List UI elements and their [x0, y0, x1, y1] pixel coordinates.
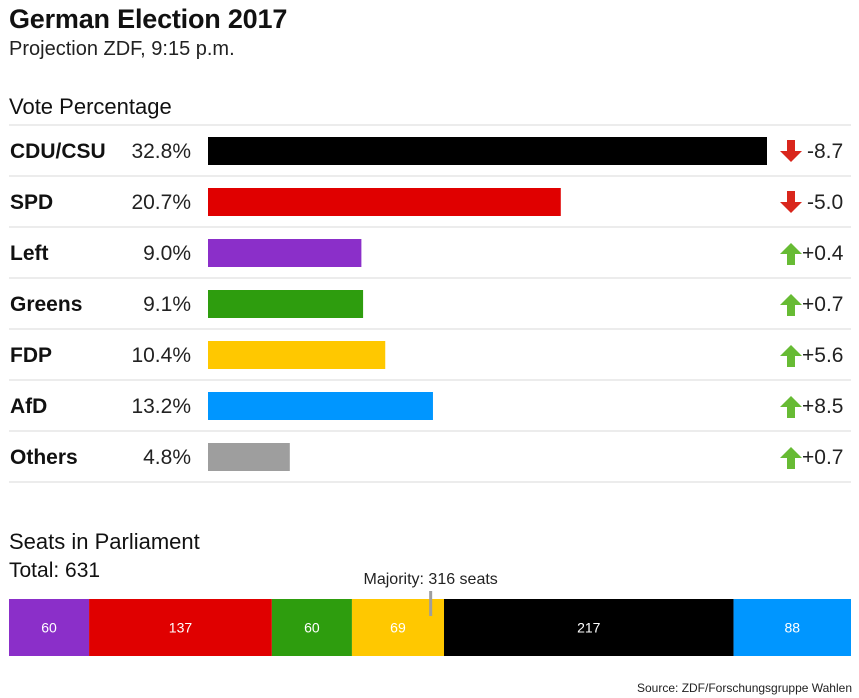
- up-arrow-icon: [780, 243, 802, 265]
- vote-bar: [208, 341, 386, 369]
- vote-percentage-title: Vote Percentage: [9, 94, 172, 119]
- vote-bar: [208, 392, 433, 420]
- seat-segment: [9, 599, 90, 656]
- seat-segment: [89, 599, 272, 656]
- vote-bar: [208, 137, 767, 165]
- party-label: Greens: [10, 293, 82, 316]
- change-label: -8.7: [807, 140, 843, 163]
- up-arrow-icon: [780, 345, 802, 367]
- source-note: Source: ZDF/Forschungsgruppe Wahlen: [637, 681, 852, 695]
- down-arrow-icon: [780, 140, 802, 162]
- value-label: 32.8%: [131, 140, 191, 163]
- vote-bar: [208, 188, 561, 216]
- value-label: 4.8%: [143, 446, 191, 469]
- seat-segment: [351, 599, 445, 656]
- up-arrow-icon: [780, 396, 802, 418]
- party-label: Left: [10, 242, 49, 265]
- change-label: -5.0: [807, 191, 843, 214]
- party-label: CDU/CSU: [10, 140, 106, 163]
- vote-bar: [208, 443, 290, 471]
- value-label: 13.2%: [131, 395, 191, 418]
- vote-bar: [208, 239, 362, 267]
- seat-segment: [271, 599, 352, 656]
- seat-label: 137: [169, 620, 193, 636]
- seat-segment: [733, 599, 851, 656]
- seats-title: Seats in Parliament: [9, 529, 200, 554]
- change-label: +0.7: [802, 446, 843, 469]
- seats-total: Total: 631: [9, 559, 101, 582]
- party-label: Others: [10, 446, 78, 469]
- vote-bar: [208, 290, 364, 318]
- seat-segment: [444, 599, 734, 656]
- down-arrow-icon: [780, 191, 802, 213]
- majority-label: Majority: 316 seats: [364, 571, 498, 588]
- change-label: +5.6: [802, 344, 843, 367]
- value-label: 20.7%: [131, 191, 191, 214]
- party-label: FDP: [10, 344, 52, 367]
- seat-label: 217: [577, 620, 601, 636]
- change-label: +8.5: [802, 395, 843, 418]
- seat-label: 69: [390, 620, 406, 636]
- up-arrow-icon: [780, 447, 802, 469]
- page-title: German Election 2017: [9, 4, 288, 34]
- seat-label: 60: [41, 620, 57, 636]
- page-subtitle: Projection ZDF, 9:15 p.m.: [9, 38, 235, 60]
- seat-label: 88: [784, 620, 800, 636]
- up-arrow-icon: [780, 294, 802, 316]
- change-label: +0.7: [802, 293, 843, 316]
- value-label: 10.4%: [131, 344, 191, 367]
- party-label: AfD: [10, 395, 47, 418]
- change-label: +0.4: [802, 242, 844, 265]
- seat-label: 60: [304, 620, 320, 636]
- value-label: 9.1%: [143, 293, 191, 316]
- party-label: SPD: [10, 191, 53, 214]
- value-label: 9.0%: [143, 242, 191, 265]
